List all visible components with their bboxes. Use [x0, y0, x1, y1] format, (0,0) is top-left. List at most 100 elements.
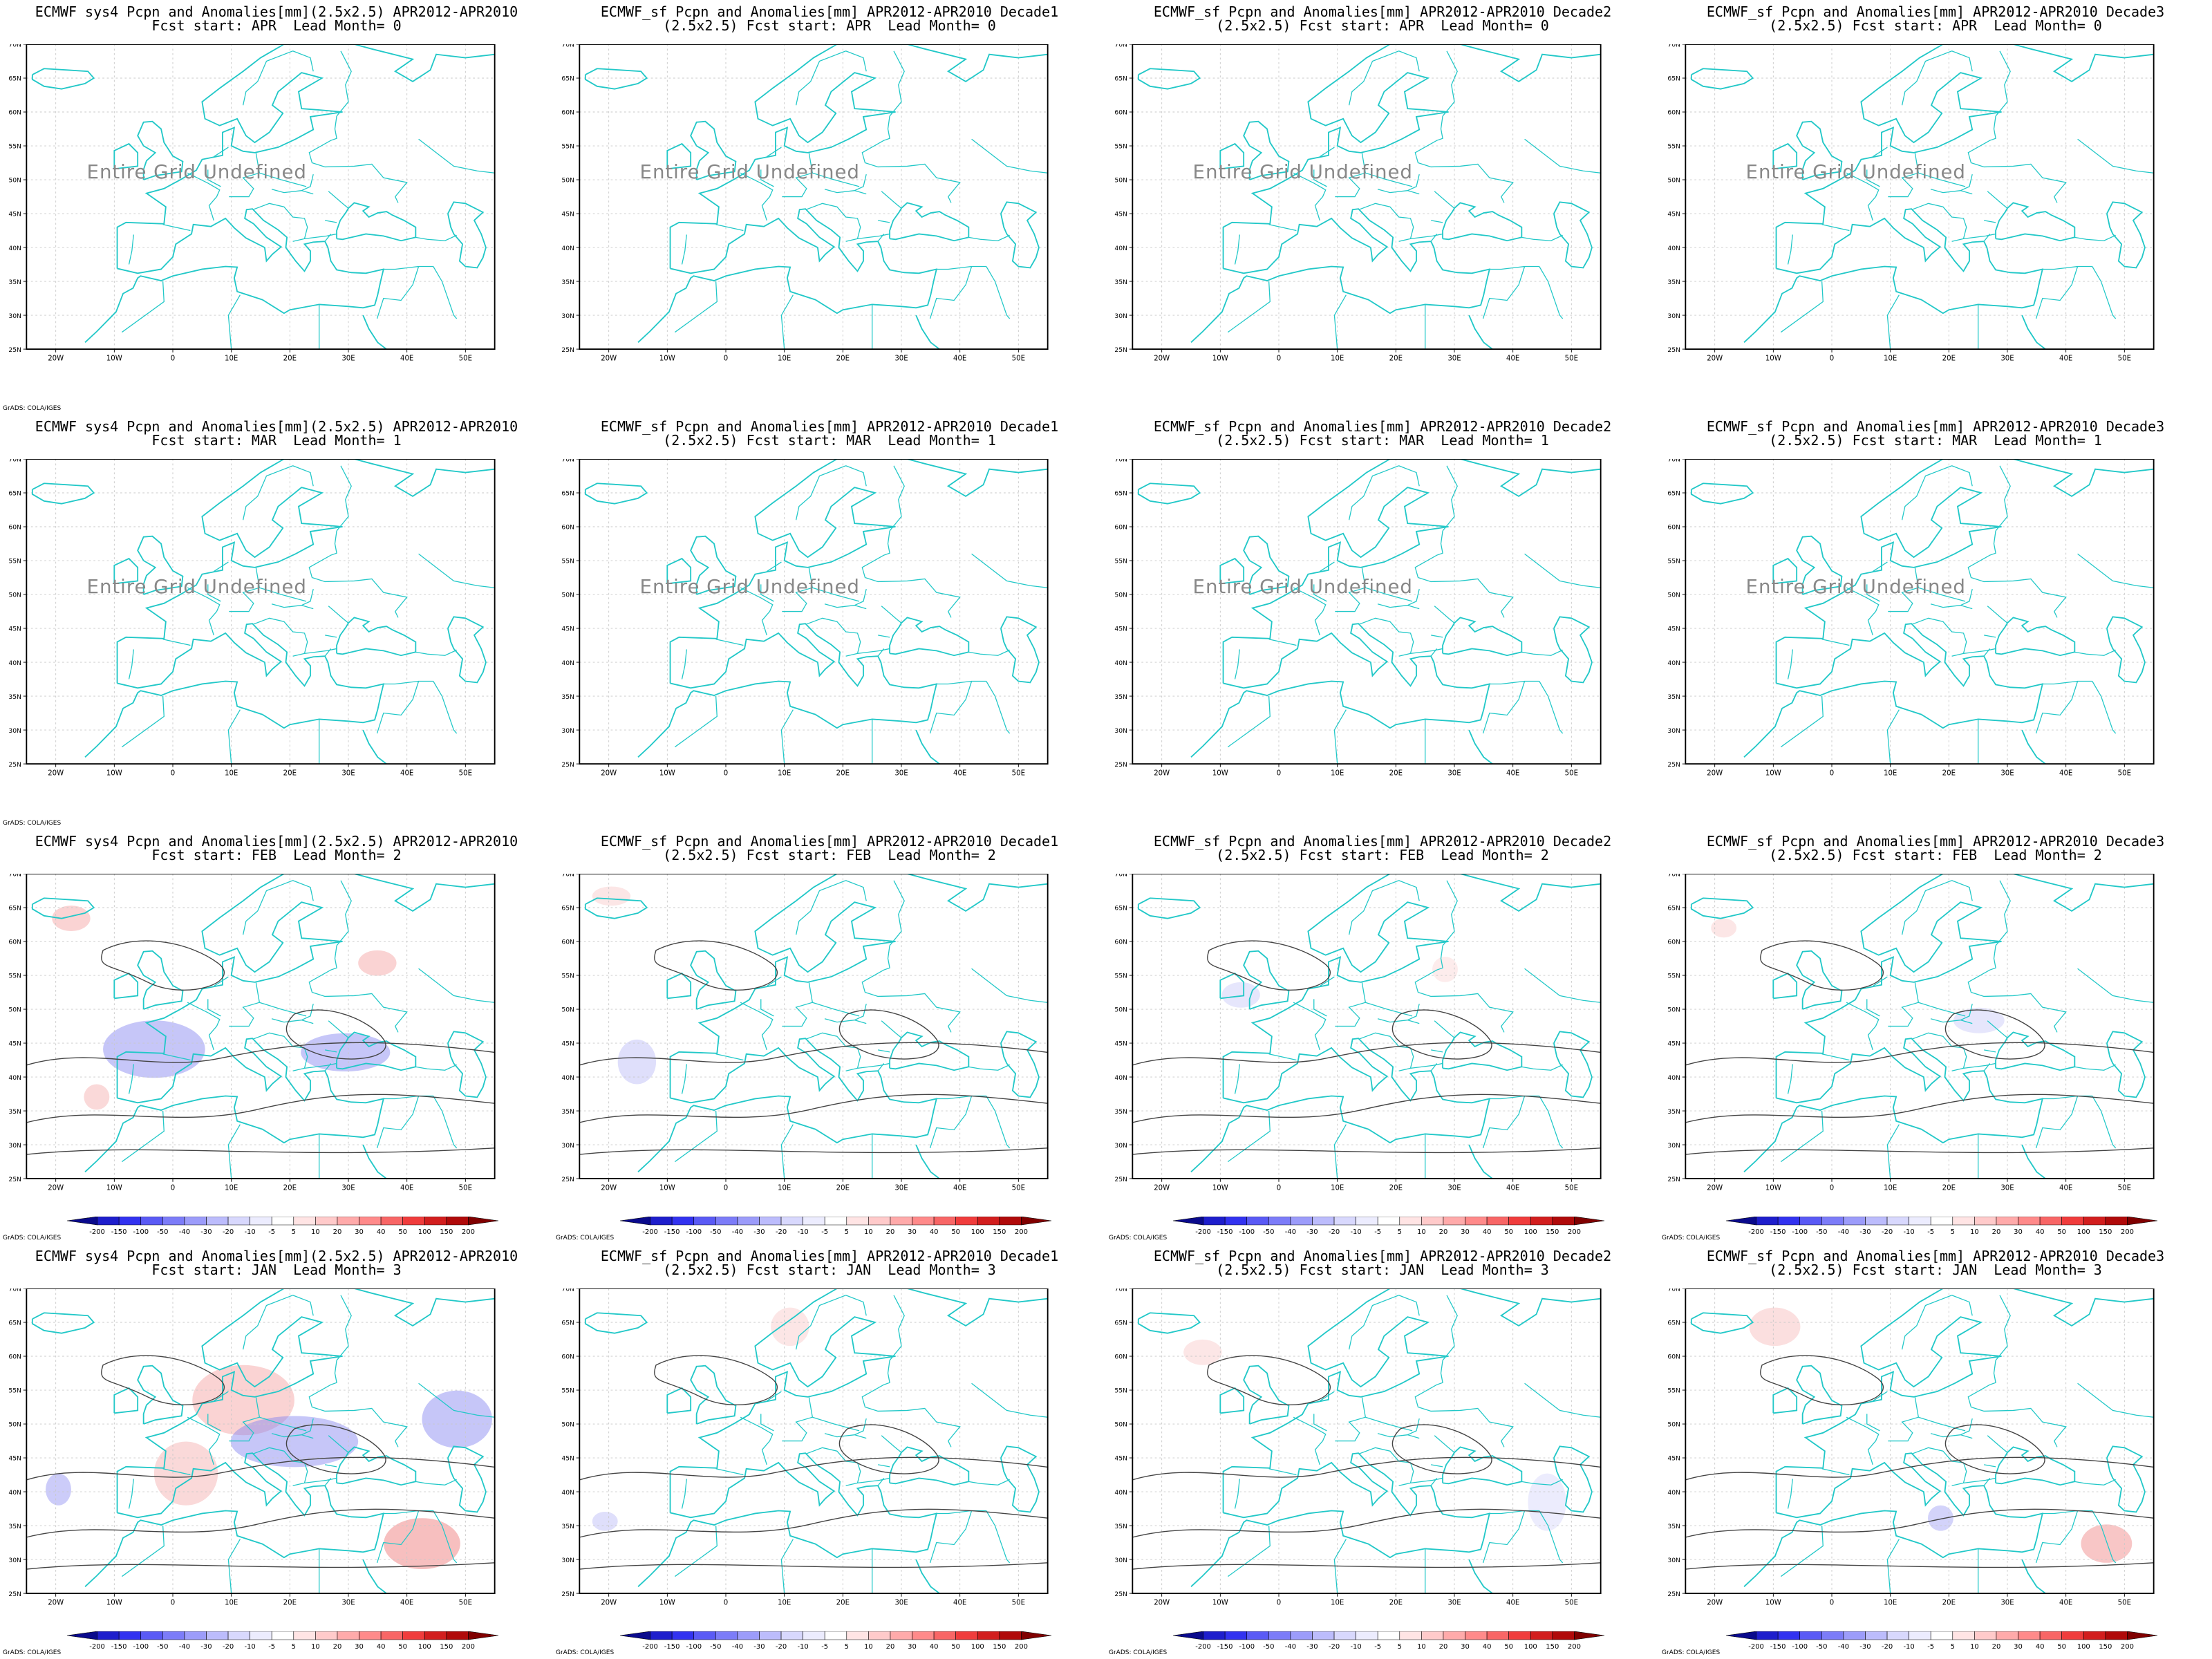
lat-tick-label: 70N — [561, 44, 574, 49]
colorbar-swatch — [759, 1631, 782, 1640]
lat-tick-label: 65N — [561, 75, 574, 83]
map-plot: Entire Grid Undefined 20W 10W 0 10E 20E 30E 40E… — [8, 459, 496, 778]
country-border — [418, 138, 495, 174]
iceland-coast — [584, 68, 648, 90]
colorbar-swatch — [315, 1631, 338, 1640]
lat-tick-label: 65N — [1667, 75, 1680, 83]
colorbar-label: -40 — [732, 1228, 743, 1236]
country-border — [242, 1295, 293, 1350]
country-border — [1335, 982, 1367, 1027]
country-border — [312, 577, 408, 618]
country-border — [675, 281, 718, 333]
country-border — [2092, 681, 2117, 734]
country-border — [301, 1418, 314, 1436]
country-border — [968, 234, 1010, 241]
lon-tick-label: 20W — [48, 1185, 64, 1192]
red-sea-coast — [2021, 729, 2046, 765]
lat-tick-label: 55N — [1667, 973, 1680, 980]
country-border — [259, 1002, 307, 1017]
lat-tick-label: 30N — [561, 1142, 574, 1150]
colorbar-swatch — [737, 1631, 760, 1640]
colorbar-swatch — [1356, 1217, 1378, 1226]
europe-coast — [669, 44, 1048, 269]
country-border — [336, 880, 352, 946]
country-border — [1866, 1414, 1880, 1432]
caspian-coast — [447, 201, 487, 269]
lon-tick-label: 10E — [1331, 1185, 1344, 1192]
lat-tick-label: 25N — [561, 761, 574, 769]
country-border — [1987, 1435, 2008, 1453]
grads-credit: GrADS: COLA/IGES — [3, 1649, 62, 1656]
country-border — [213, 976, 229, 987]
country-border — [308, 945, 337, 993]
undefined-grid-label: Entire Grid Undefined — [1746, 575, 1966, 598]
lon-tick-label: 40E — [400, 1600, 413, 1607]
colorbar-label: 10 — [311, 1228, 320, 1236]
lat-tick-label: 70N — [8, 874, 21, 879]
panel-title: ECMWF sys4 Pcpn and Anomalies[mm](2.5x2.… — [35, 418, 518, 435]
lat-tick-label: 60N — [1667, 109, 1680, 117]
colorbar-swatch — [1290, 1631, 1313, 1640]
colorbar-swatch — [977, 1631, 1000, 1640]
country-border — [1539, 1096, 1564, 1149]
colorbar-label: -10 — [1903, 1643, 1914, 1651]
country-border — [715, 1468, 744, 1476]
colorbar-label: 50 — [398, 1643, 407, 1651]
black-sea-coast — [1995, 1031, 2076, 1071]
panel-subtitle: Fcst start: MAR Lead Month= 1 — [151, 432, 402, 449]
country-border — [1430, 648, 1438, 657]
country-border — [1787, 1064, 1793, 1094]
country-border — [1377, 1018, 1420, 1024]
lat-tick-label: 65N — [561, 905, 574, 912]
colorbar-swatch — [1268, 1631, 1291, 1640]
black-sea-coast — [889, 617, 970, 657]
colorbar-label: 10 — [864, 1643, 873, 1651]
lat-tick-label: 40N — [8, 1074, 21, 1082]
country-border — [805, 203, 861, 242]
colorbar-label: -50 — [1816, 1643, 1827, 1651]
contour-line — [579, 1094, 1048, 1123]
country-border — [2077, 553, 2154, 588]
country-border — [213, 147, 229, 158]
colorbar: -200 -150 -100 -50 -40 -30 -20 -10 -5 5 10 20 30 40 50… — [619, 1631, 1052, 1651]
country-border — [304, 1062, 337, 1069]
black-sea-coast — [336, 1446, 417, 1486]
britain-coast — [1796, 535, 1843, 595]
mediterranean-coast — [1743, 1452, 2044, 1587]
panel-title: ECMWF_sf Pcpn and Anomalies[mm] APR2012-… — [1706, 1248, 2165, 1264]
red-sea-coast — [1468, 729, 1493, 765]
country-border — [1268, 1468, 1297, 1476]
colorbar-swatch — [227, 1217, 250, 1226]
country-border — [1365, 1002, 1413, 1017]
lon-tick-label: 0 — [724, 770, 728, 778]
lon-tick-label: 50E — [1565, 1185, 1578, 1192]
country-border — [259, 587, 307, 602]
colorbar-swatch — [1421, 1631, 1444, 1640]
country-border — [1821, 1468, 1850, 1476]
lon-tick-label: 20E — [1942, 355, 1956, 363]
country-border — [328, 191, 349, 209]
country-border — [877, 220, 890, 223]
colorbar-label: 10 — [1417, 1643, 1426, 1651]
country-border — [252, 617, 308, 657]
lat-tick-label: 25N — [1667, 346, 1680, 354]
colorbar-swatch — [140, 1631, 163, 1640]
lon-tick-label: 10E — [1884, 770, 1897, 778]
map-panel: ECMWF_sf Pcpn and Anomalies[mm] APR2012-… — [1659, 415, 2212, 830]
country-border — [971, 968, 1048, 1003]
undefined-grid-label: Entire Grid Undefined — [1193, 160, 1413, 183]
country-border — [936, 680, 986, 685]
lat-tick-label: 70N — [1667, 874, 1680, 879]
map-panel: ECMWF_sf Pcpn and Anomalies[mm] APR2012-… — [1106, 415, 1659, 830]
colorbar-label: 50 — [2057, 1228, 2066, 1236]
country-border — [1995, 465, 2011, 532]
contour-line — [1132, 1147, 1601, 1155]
map-plot: Entire Grid Undefined 20W 10W 0 10E 20E 30E 40E… — [561, 459, 1049, 778]
colorbar-swatch — [1203, 1631, 1226, 1640]
lon-tick-label: 20E — [836, 770, 850, 778]
lat-tick-label: 40N — [1114, 245, 1127, 252]
panel-subtitle: (2.5x2.5) Fcst start: APR Lead Month= 0 — [663, 17, 996, 34]
map-plot: Entire Grid Undefined 20W 10W 0 10E 20E 30E 40E… — [1667, 459, 2155, 778]
black-sea-coast — [1442, 617, 1523, 657]
lon-tick-label: 30E — [1447, 1185, 1461, 1192]
